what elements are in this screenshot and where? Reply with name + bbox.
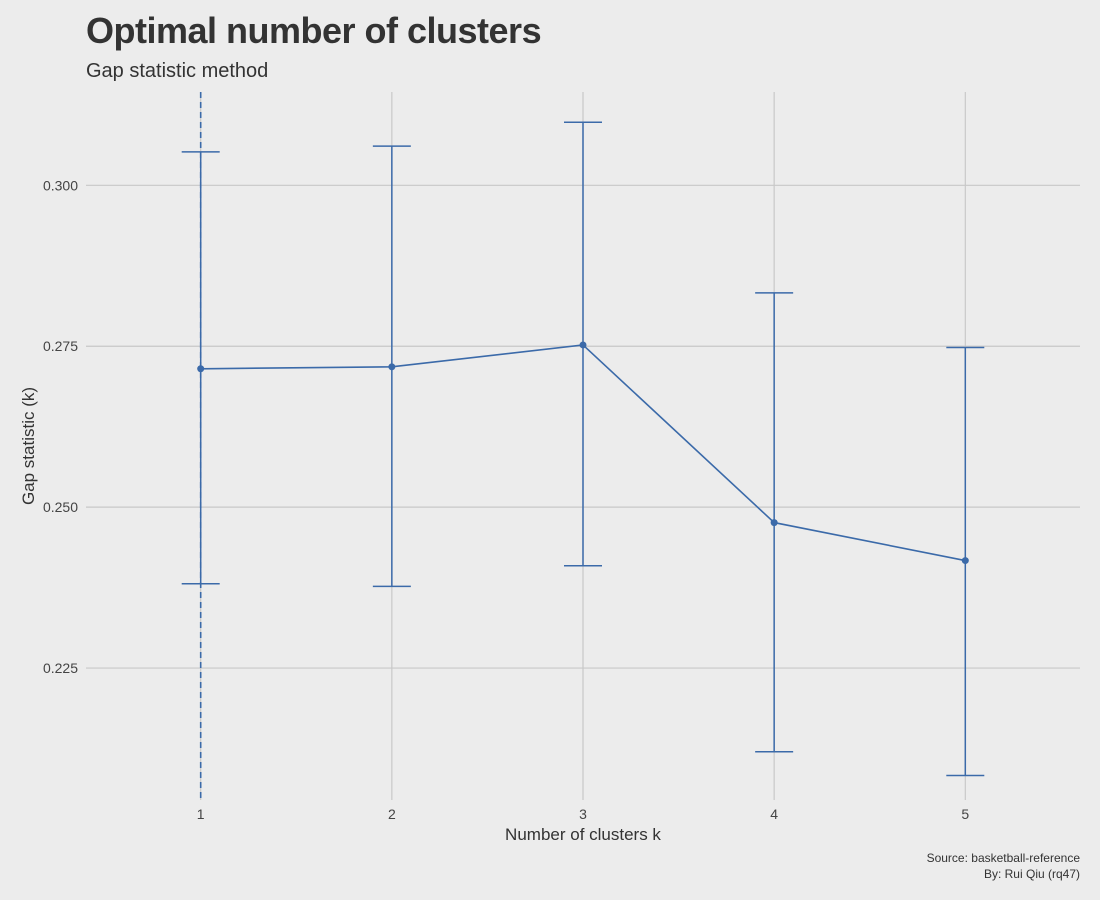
chart-subtitle: Gap statistic method — [86, 60, 269, 82]
data-point — [770, 519, 778, 527]
y-tick-label: 0.275 — [43, 338, 78, 354]
x-tick-label: 4 — [770, 806, 778, 822]
data-point — [961, 557, 969, 565]
x-tick-label: 1 — [197, 806, 205, 822]
y-tick-label: 0.225 — [43, 660, 78, 676]
y-axis-title: Gap statistic (k) — [19, 387, 38, 505]
data-point — [579, 341, 587, 349]
chart-title: Optimal number of clusters — [86, 10, 542, 51]
caption-author: By: Rui Qiu (rq47) — [983, 867, 1080, 881]
data-point — [388, 363, 396, 371]
data-point — [197, 365, 205, 373]
x-tick-label: 3 — [579, 806, 587, 822]
y-tick-label: 0.300 — [43, 177, 78, 193]
x-axis-title: Number of clusters k — [505, 825, 661, 844]
caption-source: Source: basketball-reference — [926, 851, 1080, 865]
x-tick-label: 2 — [388, 806, 396, 822]
y-tick-label: 0.250 — [43, 499, 78, 515]
x-tick-label: 5 — [961, 806, 969, 822]
